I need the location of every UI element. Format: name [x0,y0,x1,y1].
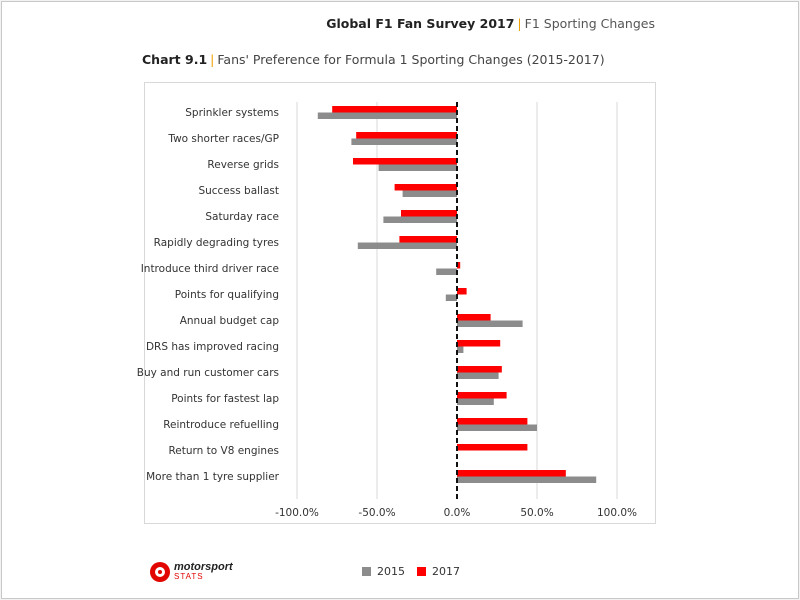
motorsport-stats-logo: motorsport STATS [150,562,233,582]
bar-2017 [356,132,457,139]
bar-2015 [457,424,537,431]
category-label: Return to V8 engines [168,445,279,457]
logo-text-sub: STATS [174,572,204,581]
category-label: Success ballast [198,185,279,197]
category-label: Reverse grids [207,159,279,171]
x-tick-label: -50.0% [358,507,395,519]
x-tick-label: 100.0% [597,507,637,519]
bar-2017 [394,184,457,191]
bar-2017 [457,262,461,269]
bar-2015 [457,372,499,379]
bar-2015 [351,138,457,145]
report-title: Global F1 Fan Survey 2017 [326,16,515,31]
bar-2017 [457,444,528,451]
bar-2017 [399,236,457,243]
category-label: Buy and run customer cars [137,367,279,379]
bar-2015 [383,216,457,223]
category-label: Sprinkler systems [185,107,279,119]
header-separator: | [517,16,522,31]
category-label: DRS has improved racing [146,341,279,353]
bar-2017 [457,392,507,399]
category-label: More than 1 tyre supplier [146,471,280,483]
legend-label-2015: 2015 [377,565,405,578]
bar-2015 [457,476,597,483]
x-tick-label: -100.0% [275,507,319,519]
bar-2017 [457,340,501,347]
category-label: Rapidly degrading tyres [154,237,279,249]
chart-title-text: Fans' Preference for Formula 1 Sporting … [217,52,605,67]
x-tick-label: 0.0% [444,507,471,519]
bar-2015 [457,346,464,353]
bar-2017 [457,366,502,373]
category-label: Two shorter races/GP [167,133,279,145]
bar-2017 [401,210,457,217]
bar-2015 [402,190,457,197]
chart-frame [144,82,656,524]
logo-mark-icon [150,562,170,582]
legend-swatch-2015 [362,567,371,576]
category-label: Annual budget cap [180,315,280,327]
category-label: Points for fastest lap [171,393,279,405]
x-tick-label: 50.0% [520,507,553,519]
chart-title-separator: | [210,52,215,67]
bar-2017 [457,470,566,477]
bar-2017 [332,106,457,113]
chart-legend: 2015 2017 [362,565,460,578]
bar-2015 [457,398,494,405]
bar-2015 [378,164,457,171]
bar-2015 [457,320,523,327]
category-label: Points for qualifying [175,289,279,301]
category-label: Reintroduce refuelling [163,419,279,431]
legend-label-2017: 2017 [432,565,460,578]
logo-text-main: motorsport [174,561,233,573]
report-subtitle: F1 Sporting Changes [524,16,655,31]
category-label: Introduce third driver race [141,263,279,275]
bar-2017 [457,418,528,425]
legend-swatch-2017 [417,567,426,576]
category-label: Saturday race [205,211,279,223]
bar-2015 [317,112,457,119]
bar-2017 [353,158,457,165]
chart-number: Chart 9.1 [142,52,208,67]
bar-2015 [445,294,457,301]
report-header: Global F1 Fan Survey 2017 | F1 Sporting Ch… [326,16,655,31]
bar-2015 [436,268,457,275]
bar-2017 [457,288,467,295]
bar-2015 [357,242,457,249]
bar-2017 [457,314,491,321]
chart-title: Chart 9.1 | Fans' Preference for Formula 1… [142,52,605,67]
